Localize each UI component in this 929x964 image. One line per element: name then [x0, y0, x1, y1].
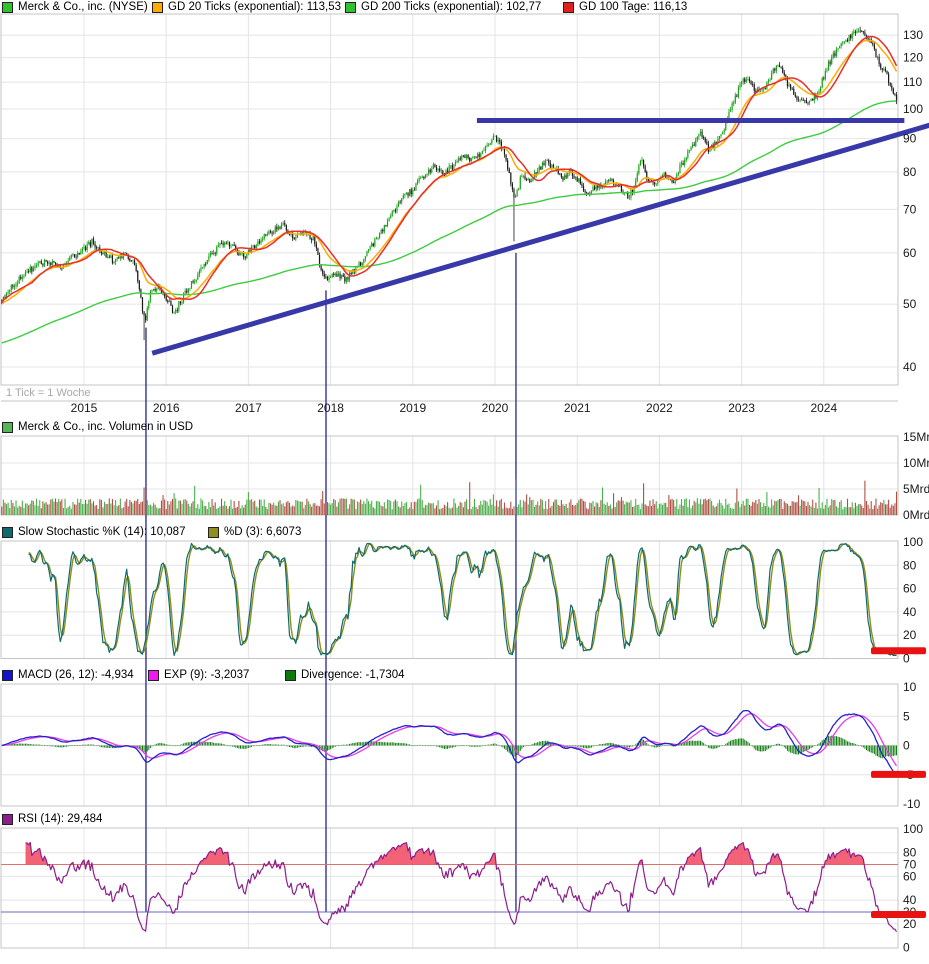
- axis-tick-label: 70: [903, 858, 917, 872]
- gd100-color-swatch: [563, 2, 574, 13]
- stoch-k-label: Slow Stochastic %K (14): 10,087: [18, 526, 186, 538]
- x-axis-year-label: 2019: [399, 401, 426, 415]
- legend-item-macd-signal: EXP (9): -3,2037: [148, 669, 249, 682]
- moving-average-lines: [1, 35, 898, 344]
- axis-tick-label: 100: [903, 102, 923, 116]
- legend-item-rsi: RSI (14): 29,484: [2, 813, 102, 826]
- gd200-label: GD 200 Ticks (exponential): 102,77: [361, 1, 542, 13]
- stoch-k-color-swatch: [2, 527, 13, 538]
- axis-tick-label: 0: [903, 652, 910, 666]
- tick-interval-note: 1 Tick = 1 Woche: [6, 387, 91, 399]
- current-value-markers: [871, 647, 926, 919]
- axis-tick-label: 130: [903, 28, 923, 42]
- axis-tick-label: 50: [903, 297, 917, 311]
- axis-tick-label: 70: [903, 202, 917, 216]
- axis-tick-label: 60: [903, 246, 917, 260]
- axis-tick-label: 15Mrd: [903, 430, 929, 444]
- macd-divergence-color-swatch: [285, 670, 296, 681]
- gd20-color-swatch: [152, 2, 163, 13]
- axis-tick-label: 10: [903, 680, 917, 694]
- volume-color-swatch: [2, 422, 13, 433]
- rsi-label: RSI (14): 29,484: [18, 813, 103, 825]
- x-axis-year-label: 2016: [153, 401, 180, 415]
- rsi-legend: RSI (14): 29,484: [0, 813, 929, 826]
- main-chart-legend: Merck & Co., inc. (NYSE) GD 20 Ticks (ex…: [0, 1, 929, 14]
- vertical-marker-lines: [145, 252, 517, 912]
- stochastic-lines: [28, 542, 897, 657]
- legend-item-macd: MACD (26, 12): -4,934: [2, 669, 134, 682]
- axis-tick-label: 0: [903, 739, 910, 753]
- macd-label: MACD (26, 12): -4,934: [18, 669, 134, 681]
- axis-tick-label: 5Mrd: [903, 482, 929, 496]
- legend-item-instrument: Merck & Co., inc. (NYSE): [2, 1, 148, 14]
- panel-grid: [0, 13, 899, 949]
- legend-item-stoch-d: %D (3): 6,6073: [208, 526, 301, 539]
- volume-legend: Merck & Co., inc. Volumen in USD: [0, 421, 929, 434]
- axis-tick-label: 80: [903, 558, 917, 572]
- x-axis-year-label: 2015: [71, 401, 98, 415]
- axis-tick-label: 0Mrd: [903, 508, 929, 522]
- x-axis-year-label: 2020: [482, 401, 509, 415]
- axis-tick-label: 20: [903, 628, 917, 642]
- legend-item-volume: Merck & Co., inc. Volumen in USD: [2, 421, 193, 434]
- x-axis-year-label: 2022: [646, 401, 673, 415]
- axis-tick-label: 80: [903, 846, 917, 860]
- axis-tick-label: 80: [903, 165, 917, 179]
- instrument-label: Merck & Co., inc. (NYSE): [18, 1, 148, 13]
- legend-item-gd100: GD 100 Tage: 116,13: [563, 1, 687, 14]
- axis-tick-label: 90: [903, 132, 917, 146]
- instrument-color-swatch: [2, 2, 13, 13]
- axis-tick-label: 20: [903, 917, 917, 931]
- axis-tick-label: 0: [903, 941, 910, 955]
- macd-panel-series: [1, 709, 898, 777]
- x-axis-year-label: 2024: [810, 401, 837, 415]
- axis-tick-label: 5: [903, 709, 910, 723]
- axis-tick-label: 40: [903, 605, 917, 619]
- gd100-label: GD 100 Tage: 116,13: [579, 1, 688, 13]
- legend-item-stoch-k: Slow Stochastic %K (14): 10,087: [2, 526, 185, 539]
- x-axis-year-label: 2021: [564, 401, 591, 415]
- macd-signal-label: EXP (9): -3,2037: [164, 669, 250, 681]
- x-axis-year-label: 2017: [235, 401, 262, 415]
- x-axis-year-label: 2023: [728, 401, 755, 415]
- rsi-color-swatch: [2, 814, 13, 825]
- gd200-color-swatch: [345, 2, 356, 13]
- axis-tick-label: 100: [903, 822, 923, 836]
- volume-label: Merck & Co., inc. Volumen in USD: [18, 421, 194, 433]
- volume-bars: [1, 479, 898, 515]
- gd20-label: GD 20 Ticks (exponential): 113,53: [168, 1, 342, 13]
- macd-signal-color-swatch: [148, 670, 159, 681]
- legend-item-macd-divergence: Divergence: -1,7304: [285, 669, 405, 682]
- macd-legend: MACD (26, 12): -4,934 EXP (9): -3,2037 D…: [0, 669, 929, 682]
- stoch-d-color-swatch: [208, 527, 219, 538]
- axis-tick-label: 10Mrd: [903, 456, 929, 470]
- legend-item-gd20: GD 20 Ticks (exponential): 113,53: [152, 1, 341, 14]
- legend-item-gd200: GD 200 Ticks (exponential): 102,77: [345, 1, 541, 14]
- stochastic-legend: Slow Stochastic %K (14): 10,087 %D (3): …: [0, 526, 929, 539]
- axis-tick-label: 40: [903, 360, 917, 374]
- axis-tick-label: 60: [903, 582, 917, 596]
- axis-tick-label: 110: [903, 75, 922, 89]
- axis-tick-label: 100: [903, 535, 923, 549]
- axis-tick-label: -10: [903, 797, 921, 811]
- x-axis-year-label: 2018: [317, 401, 344, 415]
- macd-color-swatch: [2, 670, 13, 681]
- rsi-panel-series: [1, 841, 898, 932]
- axis-tick-label: 120: [903, 51, 923, 65]
- stoch-d-label: %D (3): 6,6073: [224, 526, 302, 538]
- axis-tick-label: 60: [903, 869, 917, 883]
- candlesticks: [1, 26, 898, 341]
- macd-divergence-label: Divergence: -1,7304: [301, 669, 405, 681]
- trendline-drawings: [151, 117, 929, 356]
- axis-tick-label: 40: [903, 893, 917, 907]
